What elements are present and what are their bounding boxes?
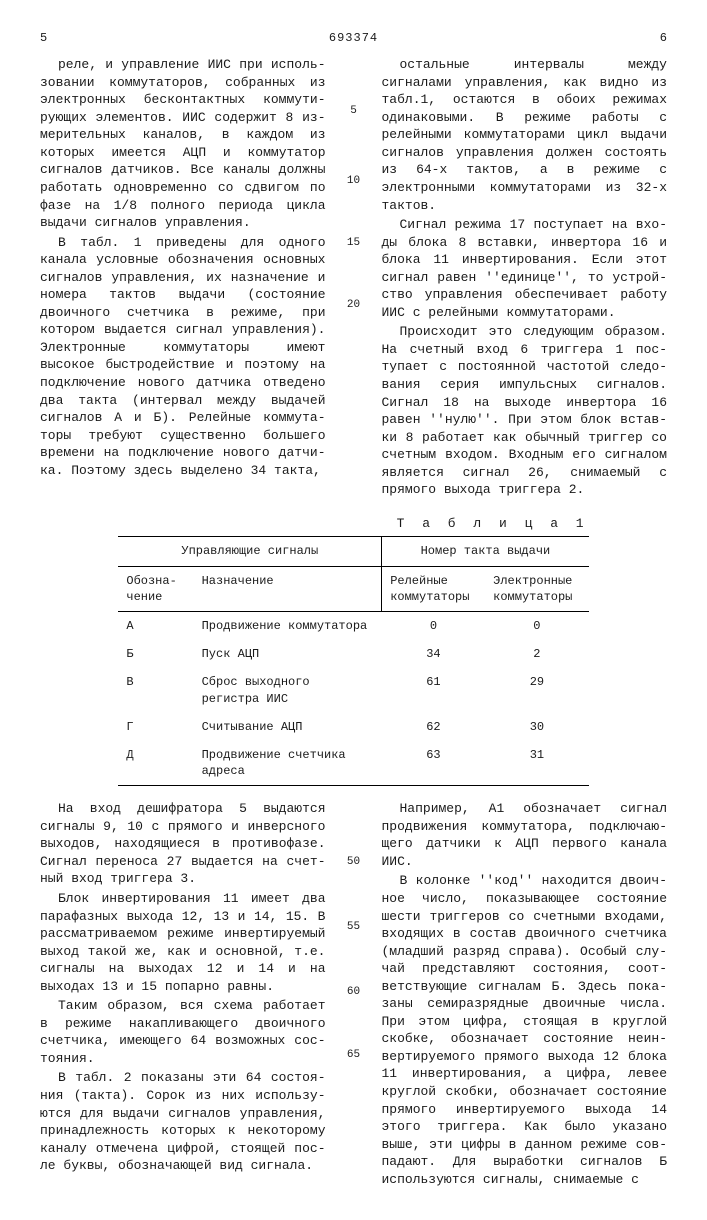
table-1: Т а б л и ц а 1 Управляющие сигналы Номе… — [118, 515, 588, 786]
right-column-bottom: Например, А1 обозначает сигнал продвижен… — [382, 800, 668, 1190]
cell: Сброс выходного регистра ИИС — [194, 668, 382, 712]
line-num: 65 — [344, 1048, 364, 1063]
line-num: 50 — [344, 855, 364, 870]
table-row: ГСчитывание АЦП6230 — [118, 713, 588, 741]
th: Электрон­ные ком­мутаторы — [485, 567, 588, 611]
paragraph: В табл. 1 приведены для одного канала ус… — [40, 234, 326, 480]
page-num-left: 5 — [40, 30, 47, 46]
cell: 30 — [485, 713, 588, 741]
line-number-gutter: 5 10 15 20 — [344, 56, 364, 501]
right-column-top: остальные интервалы между сигналами упра… — [382, 56, 668, 501]
control-signals-table: Управляющие сигналы Номер такта выдачи О… — [118, 537, 588, 785]
line-num: 10 — [344, 174, 364, 189]
cell: 62 — [382, 713, 485, 741]
paragraph: На вход дешифратора 5 выдаются сигналы 9… — [40, 800, 326, 888]
cell: 0 — [382, 612, 485, 640]
paragraph: реле, и управление ИИС при исполь­зовани… — [40, 56, 326, 231]
left-column-top: реле, и управление ИИС при исполь­зовани… — [40, 56, 326, 501]
cell: 2 — [485, 640, 588, 668]
paragraph: Происходит это следующим образом. На сче… — [382, 323, 668, 498]
cell: Б — [118, 640, 193, 668]
paragraph: В колонке ''код'' находится двоич­ное чи… — [382, 872, 668, 1188]
th: Обозна­чение — [118, 567, 193, 611]
cell: Продвижение комму­татора — [194, 612, 382, 640]
cell: 61 — [382, 668, 485, 712]
left-column-bottom: На вход дешифратора 5 выдаются сигналы 9… — [40, 800, 326, 1190]
paragraph: остальные интервалы между сигналами упра… — [382, 56, 668, 214]
paragraph: Сигнал режима 17 поступает на вхо­ды бло… — [382, 216, 668, 321]
th-group: Номер такта выдачи — [382, 537, 589, 565]
cell: 29 — [485, 668, 588, 712]
cell: Продвижение счет­чика адреса — [194, 741, 382, 785]
paragraph: Например, А1 обозначает сигнал продвижен… — [382, 800, 668, 870]
line-num: 5 — [344, 104, 364, 119]
th-group: Управляющие сигналы — [118, 537, 381, 565]
top-columns: реле, и управление ИИС при исполь­зовани… — [40, 56, 667, 501]
cell: Г — [118, 713, 193, 741]
table-row: БПуск АЦП342 — [118, 640, 588, 668]
table-title: Т а б л и ц а 1 — [118, 515, 588, 533]
table-row: ВСброс выходного регистра ИИС6129 — [118, 668, 588, 712]
table-row: АПродвижение комму­татора00 — [118, 612, 588, 640]
th: Назначение — [194, 567, 382, 611]
line-num: 55 — [344, 920, 364, 935]
paragraph: Блок инвертирования 11 имеет два парафаз… — [40, 890, 326, 995]
line-num: 60 — [344, 985, 364, 1000]
cell: 63 — [382, 741, 485, 785]
cell: А — [118, 612, 193, 640]
line-num: 15 — [344, 236, 364, 251]
cell: 34 — [382, 640, 485, 668]
cell: В — [118, 668, 193, 712]
bottom-columns: На вход дешифратора 5 выдаются сигналы 9… — [40, 800, 667, 1190]
paragraph: В табл. 2 показаны эти 64 состоя­ния (та… — [40, 1069, 326, 1174]
paragraph: Таким образом, вся схема работает в режи… — [40, 997, 326, 1067]
line-number-gutter: 50 55 60 65 — [344, 800, 364, 1190]
line-num: 20 — [344, 298, 364, 313]
document-id: 693374 — [47, 30, 660, 46]
table-row: ДПродвижение счет­чика адреса6331 — [118, 741, 588, 785]
cell: 31 — [485, 741, 588, 785]
cell: Считывание АЦП — [194, 713, 382, 741]
page-header: 5 693374 6 — [40, 30, 667, 46]
page-num-right: 6 — [660, 30, 667, 46]
cell: Пуск АЦП — [194, 640, 382, 668]
cell: 0 — [485, 612, 588, 640]
cell: Д — [118, 741, 193, 785]
th: Релей­ные ком­му­таторы — [382, 567, 485, 611]
